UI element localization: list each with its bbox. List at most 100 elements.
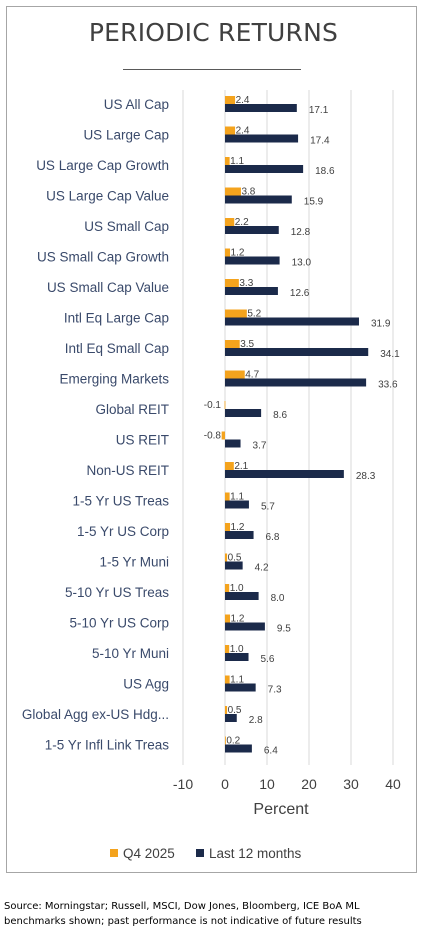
q4-data-label: 1.1	[230, 156, 244, 167]
labels: -10 0 10 20 30 40 Percent US All Cap 2.4 17.1 US L…	[22, 95, 401, 818]
category-label: Global Agg ex-US Hdg...	[22, 707, 169, 722]
category-label: US Large Cap Growth	[36, 158, 169, 173]
q4-bar	[225, 492, 230, 501]
q4-data-label: 2.4	[236, 126, 250, 137]
ltm-data-label: 4.2	[255, 563, 269, 574]
q4-bar	[225, 584, 230, 592]
category-label: US Agg	[123, 677, 169, 692]
category-label: US Small Cap Growth	[37, 250, 169, 265]
x-tick-label: 40	[385, 776, 401, 792]
ltm-bar	[225, 744, 252, 753]
q4-bar	[225, 96, 236, 104]
q4-data-label: 0.5	[228, 705, 242, 716]
q4-data-label: 1.2	[231, 248, 245, 259]
q4-bar	[225, 309, 247, 318]
q4-data-label: -0.1	[204, 400, 222, 411]
bars	[221, 96, 369, 753]
legend-swatch-ltm	[196, 849, 204, 857]
ltm-data-label: 9.5	[277, 624, 291, 635]
ltm-bar	[225, 592, 259, 600]
legend-label-q4: Q4 2025	[123, 846, 175, 861]
category-label: US Large Cap Value	[46, 189, 169, 204]
category-label: Intl Eq Large Cap	[64, 311, 169, 326]
category-label: Global REIT	[95, 402, 169, 417]
ltm-bar	[225, 500, 249, 509]
q4-data-label: 3.8	[241, 187, 255, 198]
ltm-bar	[225, 104, 297, 112]
category-label: US All Cap	[104, 97, 169, 112]
ltm-bar	[225, 134, 299, 143]
x-tick-label: 10	[259, 776, 275, 792]
q4-bar	[225, 157, 230, 165]
x-tick-label: -10	[173, 776, 193, 792]
q4-data-label: 1.2	[231, 614, 245, 625]
q4-data-label: 3.5	[240, 339, 254, 350]
ltm-data-label: 34.1	[380, 349, 400, 360]
q4-bar	[221, 431, 225, 440]
ltm-data-label: 2.8	[249, 715, 263, 726]
ltm-data-label: 17.4	[310, 136, 330, 147]
q4-data-label: 5.2	[247, 309, 261, 320]
ltm-bar	[225, 531, 254, 539]
q4-bar	[225, 218, 235, 226]
ltm-data-label: 18.6	[315, 166, 335, 177]
q4-bar	[225, 706, 228, 714]
q4-bar	[225, 370, 245, 379]
ltm-bar	[225, 653, 249, 661]
category-label: 5-10 Yr US Corp	[69, 616, 169, 631]
ltm-bar	[225, 317, 359, 326]
q4-bar	[225, 340, 240, 348]
category-label: 1-5 Yr US Treas	[72, 494, 169, 509]
legend-swatch-q4	[110, 849, 118, 857]
ltm-data-label: 5.7	[261, 502, 275, 513]
ltm-bar	[225, 622, 265, 631]
returns-bar-chart: -10 0 10 20 30 40 Percent US All Cap 2.4 17.1 US L…	[22, 90, 401, 861]
category-label: US Small Cap Value	[47, 280, 169, 295]
q4-data-label: 2.4	[236, 95, 250, 106]
ltm-data-label: 15.9	[304, 197, 324, 208]
x-axis-label: Percent	[253, 801, 309, 818]
category-label: 5-10 Yr Muni	[92, 646, 169, 661]
ltm-bar	[225, 378, 367, 387]
ltm-data-label: 12.6	[290, 288, 310, 299]
q4-bar	[225, 614, 231, 623]
source-note: Source: Morningstar; Russell, MSCI, Dow …	[4, 901, 362, 927]
category-label: US Large Cap	[83, 128, 169, 143]
ltm-data-label: 33.6	[378, 380, 398, 391]
ltm-bar	[225, 561, 243, 570]
q4-data-label: -0.8	[204, 431, 222, 442]
ltm-data-label: 8.0	[271, 593, 285, 604]
ltm-bar	[225, 226, 279, 234]
ltm-bar	[225, 714, 237, 722]
q4-data-label: 3.3	[239, 278, 253, 289]
ltm-data-label: 3.7	[253, 441, 267, 452]
ltm-data-label: 6.8	[266, 532, 280, 543]
title-divider	[123, 69, 301, 70]
ltm-bar	[225, 287, 278, 295]
category-label: Non-US REIT	[86, 463, 169, 478]
category-label: 5-10 Yr US Treas	[65, 585, 169, 600]
x-tick-label: 0	[221, 776, 229, 792]
ltm-bar	[225, 470, 344, 478]
q4-data-label: 2.1	[234, 461, 248, 472]
q4-bar	[225, 187, 241, 196]
ltm-bar	[225, 165, 304, 173]
q4-data-label: 1.2	[231, 522, 245, 533]
ltm-bar	[225, 683, 256, 692]
q4-data-label: 1.1	[230, 492, 244, 503]
q4-data-label: 4.7	[245, 370, 259, 381]
q4-bar	[225, 553, 228, 562]
legend: Q4 2025 Last 12 months	[110, 846, 302, 861]
ltm-bar	[225, 439, 241, 448]
ltm-data-label: 5.6	[261, 654, 275, 665]
category-label: 1-5 Yr Infl Link Treas	[45, 738, 170, 753]
q4-data-label: 1.1	[230, 675, 244, 686]
ltm-bar	[225, 256, 280, 265]
ltm-data-label: 12.8	[291, 227, 311, 238]
chart-frame	[6, 6, 417, 873]
category-label: 1-5 Yr Muni	[99, 555, 169, 570]
ltm-data-label: 7.3	[268, 685, 282, 696]
x-tick-label: 30	[343, 776, 359, 792]
q4-bar	[225, 523, 231, 531]
category-label: Intl Eq Small Cap	[65, 341, 169, 356]
